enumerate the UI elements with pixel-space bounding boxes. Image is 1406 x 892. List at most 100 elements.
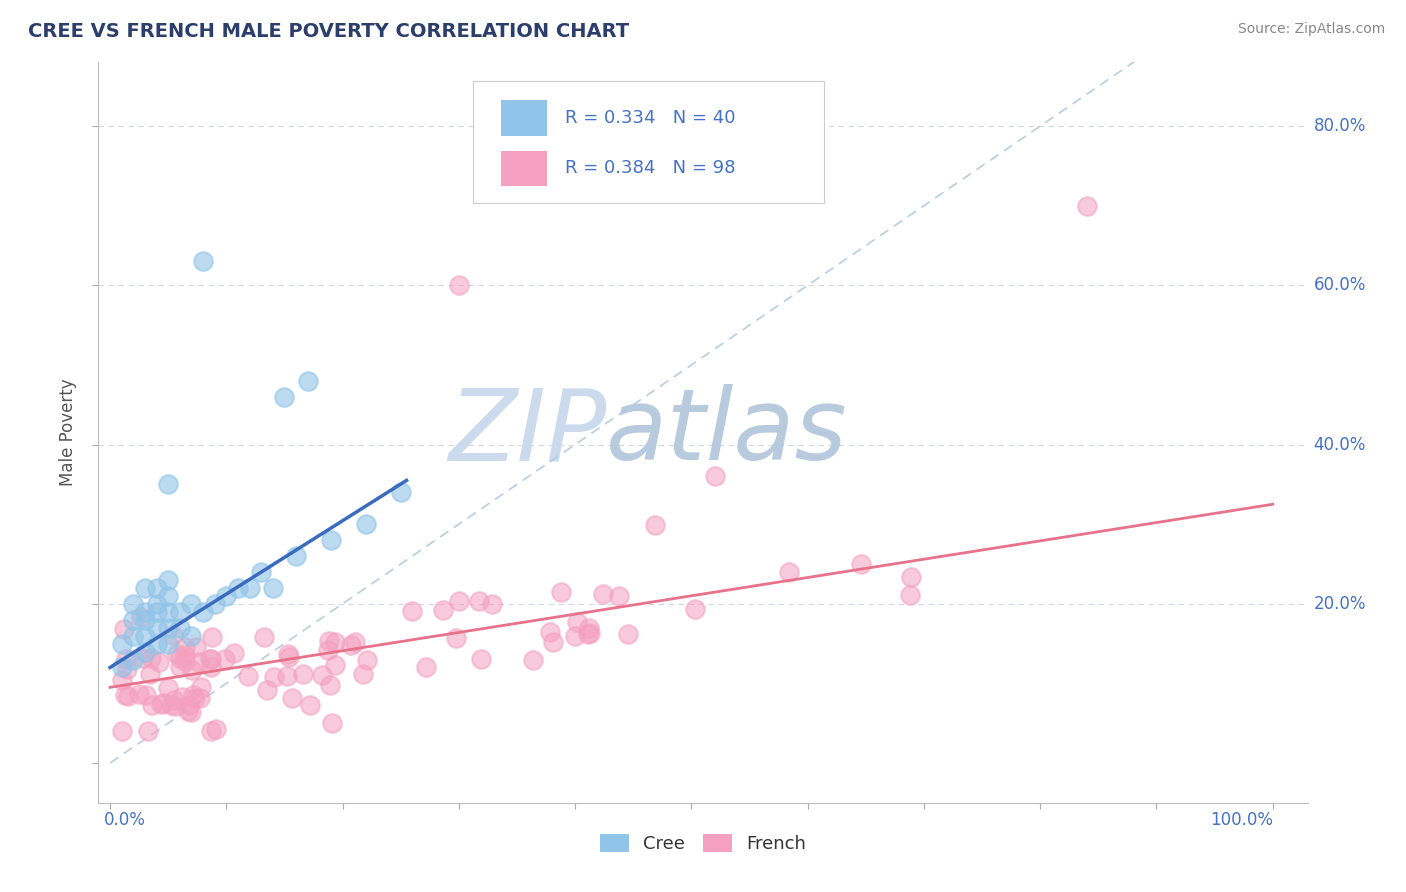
Point: [145, 581, 167, 595]
Point: [898, 588, 921, 602]
Point: [148, 655, 170, 669]
Point: [129, 610, 152, 624]
Point: [139, 667, 162, 681]
Point: [323, 658, 346, 673]
Point: [112, 623, 135, 637]
Point: [200, 724, 222, 739]
Point: [191, 605, 214, 619]
Point: [157, 477, 180, 491]
Text: 80.0%: 80.0%: [1313, 117, 1365, 135]
Point: [550, 585, 572, 599]
Point: [163, 693, 186, 707]
Point: [778, 565, 800, 579]
Point: [467, 594, 489, 608]
Point: [122, 597, 145, 611]
Point: [180, 597, 202, 611]
Point: [432, 603, 454, 617]
Point: [115, 652, 138, 666]
Text: 0.0%: 0.0%: [104, 811, 146, 829]
Text: 100.0%: 100.0%: [1209, 811, 1272, 829]
Point: [181, 663, 204, 677]
Point: [253, 630, 276, 644]
Text: R = 0.384   N = 98: R = 0.384 N = 98: [565, 160, 735, 178]
Point: [172, 690, 194, 704]
Point: [145, 637, 167, 651]
Point: [169, 660, 191, 674]
Point: [578, 626, 600, 640]
Point: [114, 688, 136, 702]
Point: [415, 660, 437, 674]
Point: [157, 681, 180, 695]
Point: [617, 627, 640, 641]
Point: [273, 390, 295, 404]
Point: [285, 549, 308, 563]
Point: [592, 587, 614, 601]
Bar: [501, 100, 547, 136]
Point: [201, 630, 224, 644]
Text: R = 0.334   N = 40: R = 0.334 N = 40: [565, 109, 735, 127]
Text: 40.0%: 40.0%: [1313, 435, 1365, 453]
Point: [401, 603, 423, 617]
Point: [115, 662, 138, 676]
Point: [703, 469, 725, 483]
Point: [226, 581, 249, 595]
Point: [578, 626, 600, 640]
Point: [567, 615, 589, 630]
Point: [389, 485, 412, 500]
Point: [145, 605, 167, 619]
Point: [318, 678, 340, 692]
Point: [141, 698, 163, 713]
Point: [134, 581, 156, 595]
Point: [318, 634, 340, 648]
Point: [278, 650, 301, 665]
Point: [173, 654, 195, 668]
Point: [340, 638, 363, 652]
Point: [204, 597, 226, 611]
Point: [849, 558, 872, 572]
Point: [356, 653, 378, 667]
Point: [111, 673, 134, 687]
Point: [160, 698, 183, 712]
Point: [190, 680, 212, 694]
Point: [343, 634, 366, 648]
Point: [262, 581, 284, 595]
Point: [198, 651, 221, 665]
Point: [183, 691, 205, 706]
Point: [134, 605, 156, 619]
Point: [541, 635, 564, 649]
Point: [117, 689, 139, 703]
Point: [224, 647, 246, 661]
Point: [111, 637, 134, 651]
Point: [200, 660, 222, 674]
Point: [1076, 199, 1098, 213]
Text: 60.0%: 60.0%: [1313, 277, 1365, 294]
Bar: [501, 151, 547, 186]
Point: [311, 667, 333, 681]
Point: [276, 669, 298, 683]
Point: [470, 652, 492, 666]
Text: ZIP: ZIP: [449, 384, 606, 481]
Point: [188, 690, 211, 705]
FancyBboxPatch shape: [474, 81, 824, 203]
Point: [319, 533, 342, 547]
Point: [298, 698, 321, 712]
Point: [318, 643, 340, 657]
Text: Source: ZipAtlas.com: Source: ZipAtlas.com: [1237, 22, 1385, 37]
Point: [157, 605, 180, 619]
Point: [166, 647, 188, 661]
Point: [644, 518, 666, 533]
Point: [136, 724, 159, 739]
Point: [481, 598, 503, 612]
Point: [177, 698, 200, 712]
Text: 20.0%: 20.0%: [1313, 595, 1365, 613]
Point: [323, 635, 346, 649]
Point: [215, 589, 238, 603]
Point: [281, 691, 304, 706]
Legend: Cree, French: Cree, French: [592, 827, 814, 861]
Point: [239, 581, 262, 595]
Point: [134, 629, 156, 643]
Point: [291, 667, 314, 681]
Point: [214, 652, 236, 666]
Point: [200, 651, 222, 665]
Point: [111, 660, 134, 674]
